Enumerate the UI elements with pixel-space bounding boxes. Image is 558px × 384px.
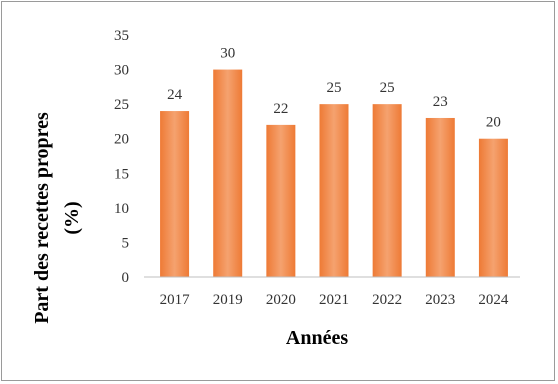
x-tick-label: 2021 — [319, 292, 349, 308]
y-axis-title-line-1: Part des recettes propres — [31, 112, 53, 324]
y-tick-label: 5 — [122, 235, 130, 251]
y-tick-label: 25 — [114, 97, 129, 113]
data-label: 23 — [433, 94, 448, 110]
x-axis-title: Années — [286, 327, 348, 349]
y-tick-label: 0 — [122, 270, 130, 286]
x-tick-label: 2020 — [266, 292, 296, 308]
bar — [319, 104, 349, 278]
bar — [478, 138, 508, 277]
y-tick-label: 20 — [114, 132, 129, 148]
data-label: 25 — [327, 80, 342, 96]
data-label: 22 — [273, 101, 288, 117]
data-label: 30 — [220, 46, 235, 62]
y-axis-ticks: 0 5 10 15 20 25 30 35 — [114, 28, 129, 286]
x-tick-label: 2019 — [213, 292, 243, 308]
y-tick-label: 30 — [114, 63, 129, 79]
x-tick-label: 2024 — [478, 292, 509, 308]
data-label: 24 — [167, 87, 183, 103]
bar — [266, 124, 296, 277]
y-axis-title: Part des recettes propres (%) — [31, 112, 83, 324]
bars — [160, 69, 508, 278]
x-tick-label: 2017 — [160, 292, 191, 308]
x-tick-label: 2022 — [372, 292, 402, 308]
bar — [213, 69, 243, 277]
y-tick-label: 10 — [114, 201, 129, 217]
bar — [160, 111, 190, 277]
bar — [372, 104, 402, 278]
bar — [425, 117, 455, 277]
y-tick-label: 35 — [114, 28, 129, 44]
y-axis-title-line-2: (%) — [61, 201, 83, 234]
x-axis-ticks: 2017 2019 2020 2021 2022 2023 2024 — [160, 292, 509, 308]
data-label: 25 — [380, 80, 395, 96]
y-tick-label: 15 — [114, 166, 129, 182]
data-label: 20 — [486, 115, 501, 131]
data-labels: 24 30 22 25 25 23 20 — [167, 46, 501, 131]
x-tick-label: 2023 — [425, 292, 455, 308]
